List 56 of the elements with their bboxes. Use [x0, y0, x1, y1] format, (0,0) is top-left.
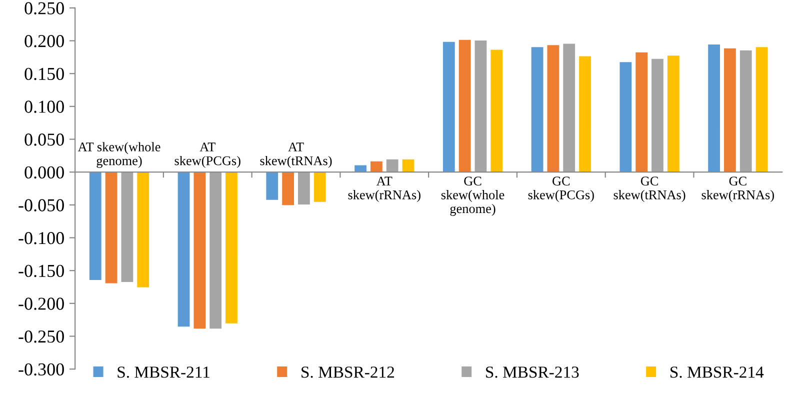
bar [176, 172, 191, 328]
y-tick-label: -0.100 [18, 232, 64, 244]
x-tick-label: GC skew(whole genome) [441, 176, 504, 216]
bar [474, 40, 488, 172]
y-tick-label: -0.250 [18, 330, 64, 343]
y-tick-label: 0.200 [24, 35, 64, 48]
y-tick-label: -0.300 [18, 363, 64, 376]
legend-label: S. MBSR-214 [670, 366, 764, 378]
bar [120, 172, 134, 283]
legend-label: S. MBSR-213 [486, 366, 579, 378]
y-tick-label: 0.000 [24, 166, 64, 179]
y-tick-label: 0.100 [24, 100, 64, 113]
x-tick-label: GC skew(PCGs) [528, 176, 594, 202]
bar [707, 44, 721, 172]
bar [88, 172, 102, 281]
x-tick-label: GC skew(tRNAs) [614, 176, 686, 202]
bar [281, 172, 295, 206]
bar [739, 50, 753, 172]
x-tick-label: AT skew(tRNAs) [260, 142, 332, 168]
bar [562, 42, 576, 172]
bar [650, 58, 664, 172]
bar [634, 51, 648, 172]
legend-label: S. MBSR-212 [302, 366, 394, 378]
y-tick-label: 0.050 [24, 134, 64, 146]
bar [530, 46, 544, 172]
bar [354, 164, 368, 172]
bar [136, 172, 150, 288]
bar [618, 61, 632, 172]
legend-label: S. MBSR-211 [118, 366, 210, 378]
x-tick-label: AT skew(whole genome) [78, 142, 160, 168]
bar [401, 158, 416, 172]
bar [442, 40, 456, 172]
bar [458, 39, 472, 172]
x-tick-label: AT skew(rRNAs) [348, 176, 420, 202]
y-tick-label: 0.150 [24, 68, 64, 80]
bar [666, 54, 680, 172]
bar [313, 172, 327, 203]
y-tick-label: -0.050 [18, 199, 64, 212]
bar [208, 172, 222, 330]
bar [297, 172, 311, 206]
bar [192, 172, 206, 330]
y-tick-label: -0.150 [18, 264, 64, 278]
bar [754, 46, 769, 172]
bar [104, 172, 118, 284]
x-tick-label: AT skew(PCGs) [174, 142, 240, 168]
bar [546, 44, 560, 172]
bar [490, 48, 504, 172]
bar [265, 172, 279, 201]
bar [723, 48, 737, 172]
y-tick-label: 0.250 [24, 2, 64, 14]
bar [386, 158, 400, 172]
bar [578, 55, 592, 172]
y-tick-label: -0.200 [18, 298, 64, 310]
bar [370, 160, 384, 172]
bar [224, 172, 238, 324]
x-tick-label: GC skew(rRNAs) [702, 176, 774, 202]
